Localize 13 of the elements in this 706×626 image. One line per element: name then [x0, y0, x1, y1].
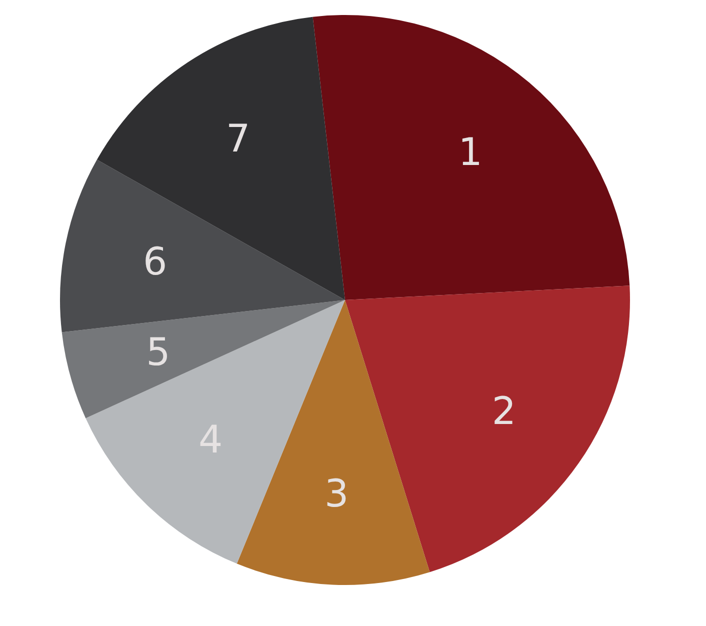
pie-slice	[60, 160, 345, 332]
slice-label: 7	[226, 116, 250, 160]
pie-slice	[312, 15, 630, 300]
pie-slice	[345, 286, 630, 572]
slice-label: 5	[146, 330, 170, 374]
slice-label: 2	[492, 388, 516, 433]
slice-label: 3	[324, 472, 349, 516]
pie-slice	[236, 300, 430, 585]
pie-slice	[96, 16, 345, 300]
slice-label: 1	[458, 130, 482, 174]
slice-label: 6	[142, 239, 168, 284]
pie-slice	[86, 300, 345, 564]
pie-slice	[62, 300, 345, 418]
